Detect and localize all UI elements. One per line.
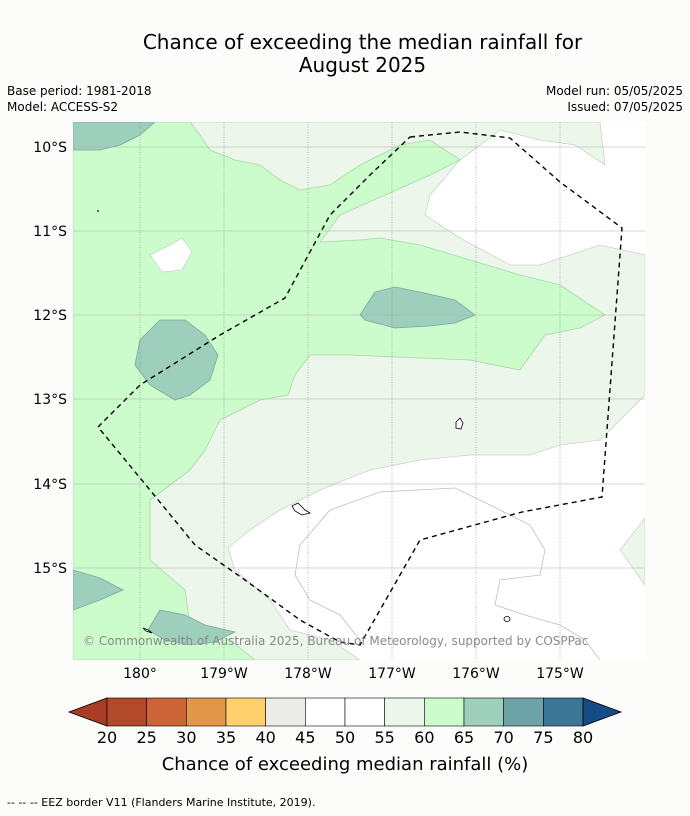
lat-label-11s: 11°S xyxy=(33,224,67,240)
contour-line-south xyxy=(299,487,601,660)
contour-65-70-patch-center xyxy=(359,286,476,329)
lon-label-177w: 177°W xyxy=(368,666,416,682)
colorbar-label: Chance of exceeding median rainfall (%) xyxy=(162,754,529,775)
colorbar-swatch xyxy=(543,697,584,727)
colorbar-swatch xyxy=(225,697,266,727)
colorbar-tick-label: 70 xyxy=(493,728,513,747)
colorbar-tick-label: 30 xyxy=(176,728,196,747)
lon-labels: 180° 179°W 178°W 177°W 176°W 175°W xyxy=(123,666,584,682)
island-futuna xyxy=(291,502,312,516)
map-area: © Commonwealth of Australia 2025, Bureau… xyxy=(73,122,645,660)
colorbar-extend-high xyxy=(582,697,623,727)
gridlines-lon xyxy=(139,122,561,660)
contour-white-patch xyxy=(149,237,193,273)
footer-eez-note: -- -- -- EEZ border V11 (Flanders Marine… xyxy=(7,796,316,809)
lat-label-12s: 12°S xyxy=(33,308,67,324)
title-line-1: Chance of exceeding the median rainfall … xyxy=(142,30,583,54)
colorbar-tick-label: 50 xyxy=(335,728,355,747)
island-dot xyxy=(97,210,99,212)
colorbar-swatch xyxy=(503,697,544,727)
colorbar-tick-label: 75 xyxy=(533,728,553,747)
contour-65-70-patch-sw xyxy=(73,569,124,611)
colorbar: 20 25 30 35 40 45 50 55 60 65 70 75 80 xyxy=(67,697,623,747)
colorbar-tick-label: 80 xyxy=(573,728,593,747)
island-wallis xyxy=(455,417,464,430)
lat-label-14s: 14°S xyxy=(33,477,67,493)
colorbar-swatch xyxy=(424,697,465,727)
colorbar-tick-label: 25 xyxy=(136,728,156,747)
meta-right: Model run: 05/05/2025 Issued: 07/05/2025 xyxy=(546,83,683,115)
model-name: Model: ACCESS-S2 xyxy=(7,100,119,114)
colorbar-tick-label: 20 xyxy=(97,728,117,747)
model-run: Model run: 05/05/2025 xyxy=(545,84,683,98)
colorbar-swatch xyxy=(384,697,425,727)
colorbar-tick-label: 45 xyxy=(295,728,315,747)
eez-border xyxy=(97,131,623,646)
lon-label-176w: 176°W xyxy=(452,666,500,682)
lon-label-175w: 175°W xyxy=(536,666,584,682)
colorbar-tick-label: 40 xyxy=(255,728,275,747)
map-copyright: © Commonwealth of Australia 2025, Bureau… xyxy=(83,634,588,648)
colorbar-swatch xyxy=(305,697,346,727)
colorbar-swatch xyxy=(186,697,227,727)
colorbar-tick-label: 65 xyxy=(454,728,474,747)
colorbar-extend-low xyxy=(67,697,108,727)
lat-label-15s: 15°S xyxy=(33,561,67,577)
colorbar-swatch xyxy=(463,697,504,727)
colorbar-swatch xyxy=(146,697,187,727)
colorbar-swatch xyxy=(344,697,385,727)
colorbar-tick-label: 35 xyxy=(216,728,236,747)
map-figure: © Commonwealth of Australia 2025, Bureau… xyxy=(33,122,645,775)
contour-65-70-patch-west xyxy=(134,319,219,401)
colorbar-tick-label: 55 xyxy=(374,728,394,747)
colorbar-swatch xyxy=(265,697,306,727)
issued-date: Issued: 07/05/2025 xyxy=(567,100,683,114)
lat-label-13s: 13°S xyxy=(33,392,67,408)
colorbar-swatch xyxy=(106,697,147,727)
lon-label-179w: 179°W xyxy=(200,666,248,682)
gridlines xyxy=(73,146,645,569)
lon-label-180: 180° xyxy=(123,666,157,682)
island-small xyxy=(503,616,511,622)
contour-line-south-2 xyxy=(294,544,361,641)
island-southwest xyxy=(142,627,153,634)
lat-label-10s: 10°S xyxy=(33,140,67,156)
contour-60-65-region xyxy=(73,122,606,660)
contour-65-70-patch-south xyxy=(147,609,237,646)
contour-65-70-patch-nw xyxy=(73,122,156,151)
title-line-2: August 2025 xyxy=(298,53,427,77)
meta-left: Base period: 1981-2018 Model: ACCESS-S2 xyxy=(7,83,152,115)
lat-labels: 10°S 11°S 12°S 13°S 14°S 15°S xyxy=(33,140,67,577)
chart-title: Chance of exceeding the median rainfall … xyxy=(0,31,690,77)
colorbar-tick-label: 60 xyxy=(414,728,434,747)
lon-label-178w: 178°W xyxy=(284,666,332,682)
base-period: Base period: 1981-2018 xyxy=(7,84,152,98)
